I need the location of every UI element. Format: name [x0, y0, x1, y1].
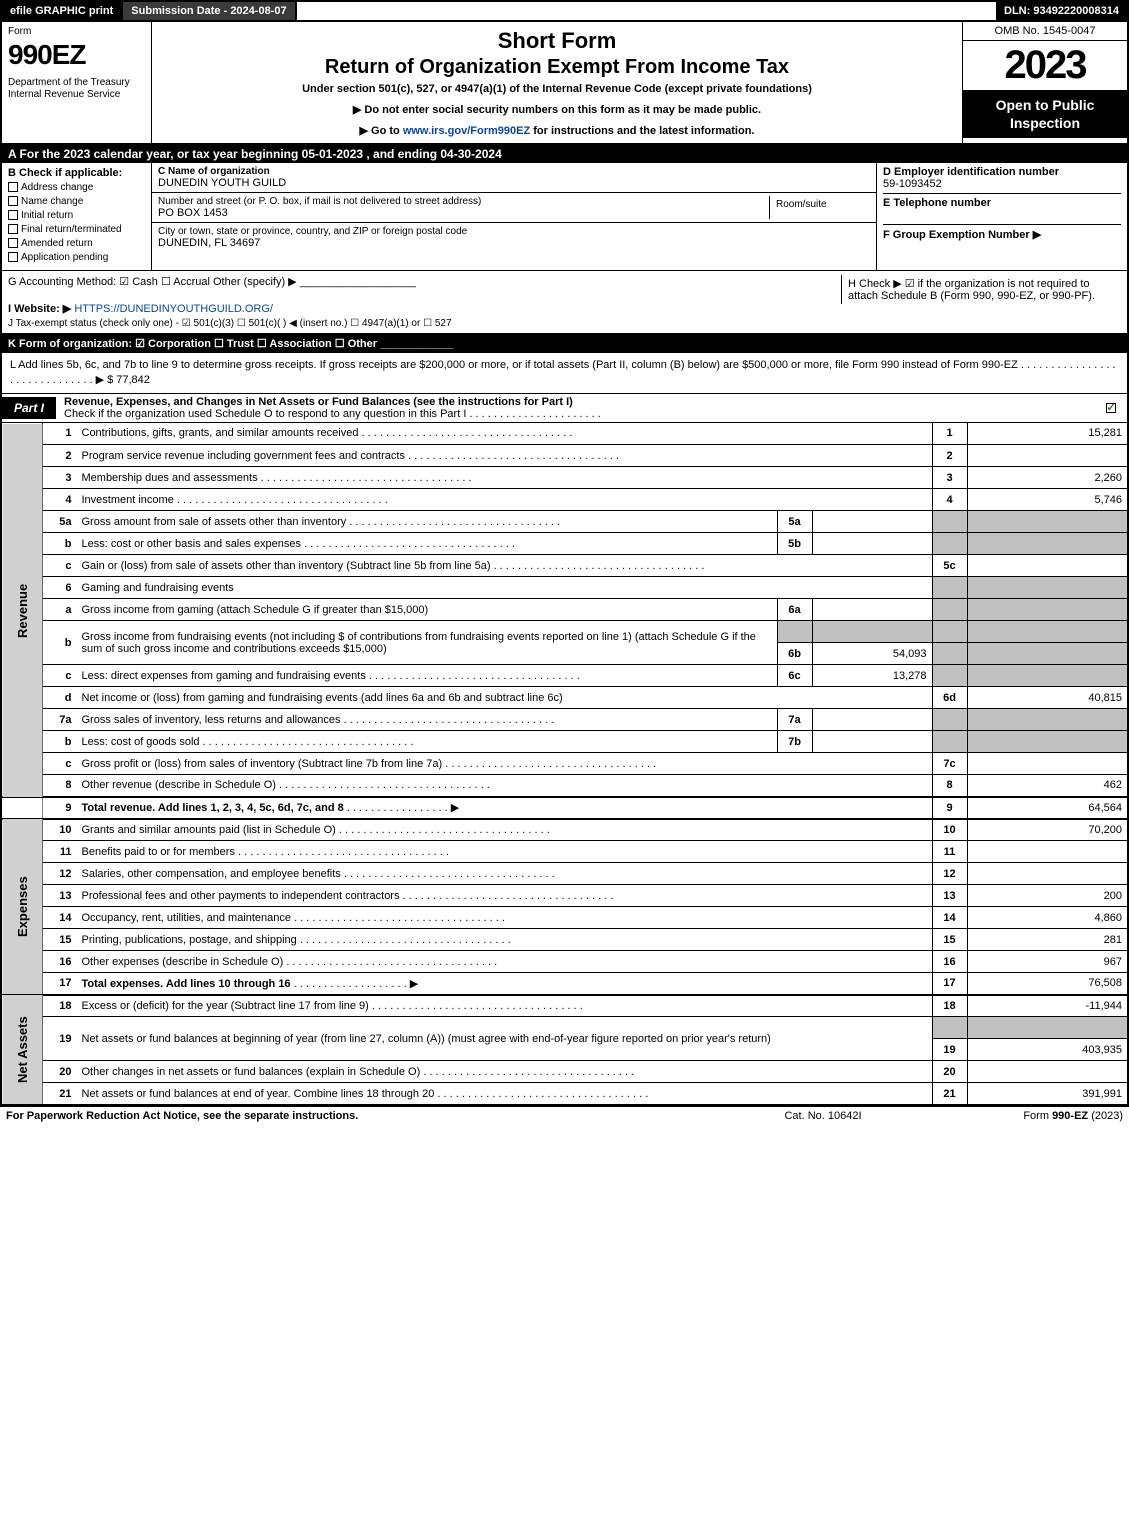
table-row: 9 Total revenue. Add lines 1, 2, 3, 4, 5…	[2, 797, 1127, 819]
table-row: c Gross profit or (loss) from sales of i…	[2, 753, 1127, 775]
table-row: Expenses 10 Grants and similar amounts p…	[2, 819, 1127, 841]
b-item: Application pending	[8, 252, 145, 263]
footer-left: For Paperwork Reduction Act Notice, see …	[6, 1110, 723, 1122]
c-city: City or town, state or province, country…	[152, 223, 876, 252]
table-row: 8 Other revenue (describe in Schedule O)…	[2, 775, 1127, 797]
table-row: a Gross income from gaming (attach Sched…	[2, 599, 1127, 621]
table-row: b Less: cost or other basis and sales ex…	[2, 533, 1127, 555]
col-def: D Employer identification number 59-1093…	[877, 163, 1127, 270]
part1-header: Part I Revenue, Expenses, and Changes in…	[2, 394, 1127, 423]
col-b: B Check if applicable: Address change Na…	[2, 163, 152, 270]
c-address-row: Number and street (or P. O. box, if mail…	[152, 193, 876, 223]
j-status: J Tax-exempt status (check only one) - ☑…	[8, 318, 1121, 329]
dln-label: DLN: 93492220008314	[996, 2, 1127, 20]
row-l: L Add lines 5b, 6c, and 7b to line 9 to …	[2, 353, 1127, 394]
omb-number: OMB No. 1545-0047	[963, 22, 1127, 41]
addr-label: Number and street (or P. O. box, if mail…	[158, 196, 481, 207]
table-row: 21 Net assets or fund balances at end of…	[2, 1083, 1127, 1105]
b-item: Final return/terminated	[8, 224, 145, 235]
section-expenses: Expenses	[2, 819, 43, 995]
header-middle: Short Form Return of Organization Exempt…	[152, 22, 962, 143]
note-ssn: ▶ Do not enter social security numbers o…	[162, 103, 952, 116]
table-row: 6 Gaming and fundraising events	[2, 577, 1127, 599]
table-row: c Less: direct expenses from gaming and …	[2, 665, 1127, 687]
note-goto-post: for instructions and the latest informat…	[533, 125, 754, 137]
f-group: F Group Exemption Number ▶	[883, 228, 1121, 241]
b-item: Initial return	[8, 210, 145, 221]
block-bcdef: B Check if applicable: Address change Na…	[2, 163, 1127, 271]
page-footer: For Paperwork Reduction Act Notice, see …	[0, 1107, 1129, 1125]
table-row: 14 Occupancy, rent, utilities, and maint…	[2, 907, 1127, 929]
table-row: 11 Benefits paid to or for members 11	[2, 841, 1127, 863]
part1-title: Revenue, Expenses, and Changes in Net As…	[56, 394, 1097, 422]
form-number: 990EZ	[8, 39, 145, 71]
section-netassets: Net Assets	[2, 995, 43, 1105]
department: Department of the Treasury Internal Reve…	[8, 77, 145, 101]
table-row: c Gain or (loss) from sale of assets oth…	[2, 555, 1127, 577]
c-name: C Name of organization DUNEDIN YOUTH GUI…	[152, 163, 876, 193]
part1-table: Revenue 1 Contributions, gifts, grants, …	[2, 423, 1127, 1106]
row-a: A For the 2023 calendar year, or tax yea…	[2, 145, 1127, 163]
table-row: 19 Net assets or fund balances at beginn…	[2, 1017, 1127, 1039]
note-goto-pre: ▶ Go to	[360, 125, 403, 137]
b-item: Address change	[8, 182, 145, 193]
title-return: Return of Organization Exempt From Incom…	[162, 56, 952, 79]
b-item: Amended return	[8, 238, 145, 249]
table-row: 20 Other changes in net assets or fund b…	[2, 1061, 1127, 1083]
tax-year: 2023	[963, 41, 1127, 90]
org-address: PO BOX 1453	[158, 207, 228, 219]
part1-tab: Part I	[2, 397, 56, 419]
irs-link[interactable]: www.irs.gov/Form990EZ	[403, 125, 530, 137]
table-row: Revenue 1 Contributions, gifts, grants, …	[2, 423, 1127, 445]
header-right: OMB No. 1545-0047 2023 Open to Public In…	[962, 22, 1127, 143]
ein-value: 59-1093452	[883, 178, 942, 190]
table-row: 13 Professional fees and other payments …	[2, 885, 1127, 907]
header-left: Form 990EZ Department of the Treasury In…	[2, 22, 152, 143]
col-c: C Name of organization DUNEDIN YOUTH GUI…	[152, 163, 877, 270]
org-name: DUNEDIN YOUTH GUILD	[158, 177, 286, 189]
b-lead: B Check if applicable:	[8, 167, 145, 179]
form-container: efile GRAPHIC print Submission Date - 20…	[0, 0, 1129, 1107]
submission-date: Submission Date - 2024-08-07	[123, 2, 296, 20]
room-suite-label: Room/suite	[770, 196, 870, 219]
part1-checkbox	[1097, 402, 1127, 414]
city-label: City or town, state or province, country…	[158, 226, 467, 237]
table-row: 7a Gross sales of inventory, less return…	[2, 709, 1127, 731]
website-link[interactable]: HTTPS://DUNEDINYOUTHGUILD.ORG/	[74, 303, 273, 315]
row-g-h: H Check ▶ ☑ if the organization is not r…	[2, 271, 1127, 334]
d-ein: D Employer identification number 59-1093…	[883, 166, 1121, 194]
footer-mid: Cat. No. 10642I	[723, 1110, 923, 1122]
efile-label: efile GRAPHIC print	[2, 2, 123, 20]
table-row: 5a Gross amount from sale of assets othe…	[2, 511, 1127, 533]
inspection-badge: Open to Public Inspection	[963, 90, 1127, 138]
e-phone: E Telephone number	[883, 197, 1121, 225]
title-short-form: Short Form	[162, 28, 952, 54]
table-row: 15 Printing, publications, postage, and …	[2, 929, 1127, 951]
org-city: DUNEDIN, FL 34697	[158, 237, 260, 249]
section-revenue: Revenue	[2, 423, 43, 797]
table-row: b Gross income from fundraising events (…	[2, 621, 1127, 643]
top-bar: efile GRAPHIC print Submission Date - 20…	[2, 2, 1127, 22]
table-row: 4 Investment income 4 5,746	[2, 489, 1127, 511]
table-row: 2 Program service revenue including gove…	[2, 445, 1127, 467]
b-item: Name change	[8, 196, 145, 207]
form-header: Form 990EZ Department of the Treasury In…	[2, 22, 1127, 145]
table-row: 3 Membership dues and assessments 3 2,26…	[2, 467, 1127, 489]
table-row: 17 Total expenses. Add lines 10 through …	[2, 973, 1127, 995]
table-row: d Net income or (loss) from gaming and f…	[2, 687, 1127, 709]
h-check: H Check ▶ ☑ if the organization is not r…	[841, 275, 1121, 304]
footer-right: Form 990-EZ (2023)	[923, 1110, 1123, 1122]
row-k: K Form of organization: ☑ Corporation ☐ …	[2, 334, 1127, 353]
form-word: Form	[8, 26, 145, 37]
subtitle: Under section 501(c), 527, or 4947(a)(1)…	[162, 83, 952, 95]
table-row: 12 Salaries, other compensation, and emp…	[2, 863, 1127, 885]
table-row: Net Assets 18 Excess or (deficit) for th…	[2, 995, 1127, 1017]
table-row: b Less: cost of goods sold 7b	[2, 731, 1127, 753]
note-goto: ▶ Go to www.irs.gov/Form990EZ for instru…	[162, 124, 952, 137]
table-row: 16 Other expenses (describe in Schedule …	[2, 951, 1127, 973]
